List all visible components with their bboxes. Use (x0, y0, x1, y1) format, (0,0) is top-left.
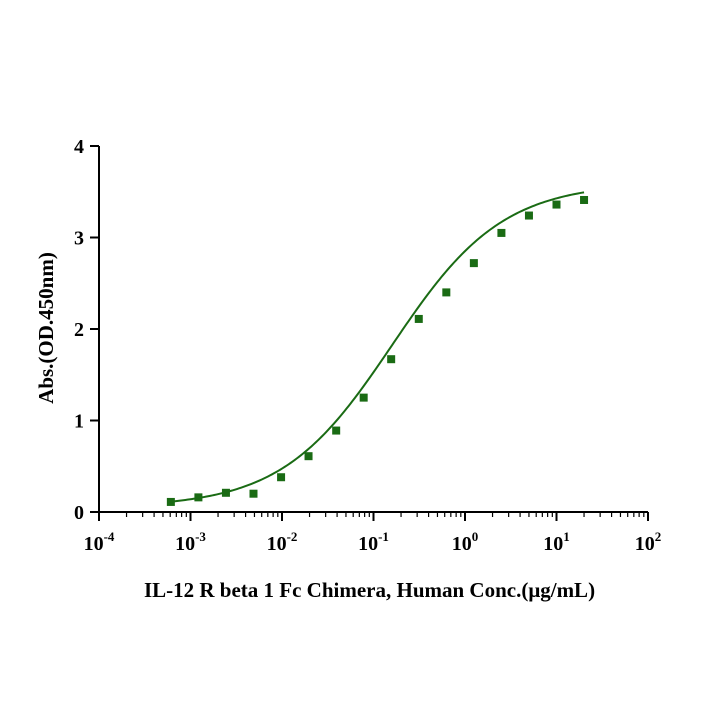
data-point (332, 426, 341, 435)
data-point (221, 488, 230, 497)
x-axis-title: IL-12 R beta 1 Fc Chimera, Human Conc.(μ… (144, 578, 595, 602)
y-tick-label: 0 (74, 502, 84, 524)
data-points (166, 195, 589, 506)
data-point (414, 314, 423, 323)
x-axis-ticks: 10-4 10-3 10-2 10-1 100 101 102 (84, 512, 662, 555)
y-axis-title: Abs.(OD.450nm) (34, 252, 58, 404)
y-tick-label: 1 (74, 411, 84, 433)
data-point (359, 393, 368, 402)
x-tick-label: 100 (452, 529, 479, 555)
y-tick-label: 4 (74, 136, 84, 158)
data-point (524, 211, 533, 220)
data-point (194, 493, 203, 502)
data-point (552, 200, 561, 209)
data-point (442, 288, 451, 297)
data-point (166, 497, 175, 506)
data-point (277, 473, 286, 482)
x-tick-label: 10-4 (84, 529, 115, 555)
x-tick-label: 10-3 (175, 529, 206, 555)
fit-curve (170, 191, 585, 503)
y-tick-label: 2 (74, 319, 84, 341)
data-point (469, 259, 478, 268)
x-tick-label: 10-2 (267, 529, 298, 555)
data-point (580, 195, 589, 204)
data-point (304, 452, 313, 461)
x-tick-label: 101 (543, 529, 570, 555)
x-tick-label: 102 (635, 529, 662, 555)
data-point (497, 228, 506, 237)
y-axis-ticks: 0 1 2 3 4 (74, 136, 99, 524)
axes (98, 146, 648, 513)
x-tick-label: 10-1 (358, 529, 389, 555)
data-point (249, 489, 258, 498)
y-tick-label: 3 (74, 228, 84, 250)
data-point (387, 355, 396, 364)
